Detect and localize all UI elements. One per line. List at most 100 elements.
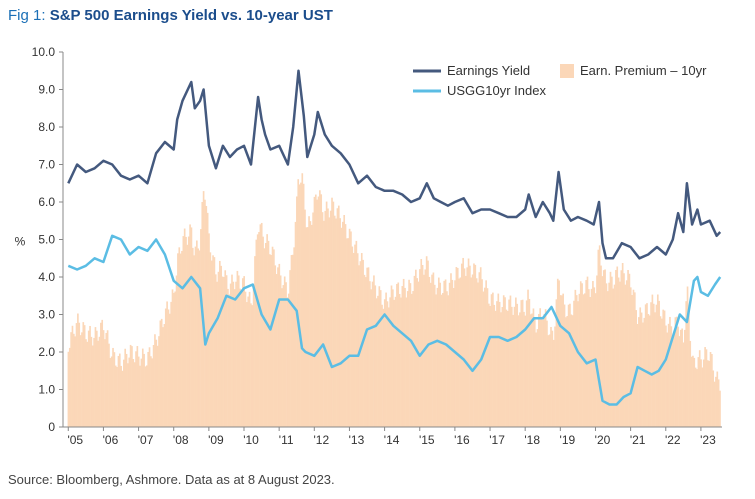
- x-tick-label: '05: [67, 433, 83, 447]
- premium-bar: [488, 303, 490, 427]
- premium-bar: [233, 289, 236, 427]
- premium-bar: [206, 212, 209, 427]
- premium-bar: [465, 275, 467, 427]
- premium-bar: [109, 358, 112, 427]
- legend-swatch-premium: [560, 64, 574, 78]
- premium-bar: [116, 366, 118, 427]
- premium-bar: [371, 281, 374, 427]
- premium-bar: [478, 272, 481, 427]
- premium-bar: [632, 289, 635, 427]
- premium-bar: [459, 277, 462, 427]
- premium-bar: [337, 205, 340, 427]
- premium-bar: [186, 244, 189, 427]
- premium-bar: [685, 301, 688, 427]
- premium-bar: [140, 358, 143, 427]
- premium-bar: [191, 247, 194, 427]
- premium-bar: [506, 310, 509, 427]
- premium-bar: [625, 280, 628, 427]
- premium-bar: [647, 314, 650, 427]
- premium-bar: [638, 317, 640, 427]
- premium-bar: [370, 289, 373, 427]
- premium-bar: [490, 294, 493, 427]
- premium-bar: [75, 323, 78, 427]
- premium-bar: [128, 357, 131, 427]
- premium-bar: [124, 348, 127, 427]
- premium-bar: [71, 325, 74, 427]
- premium-bar: [606, 291, 609, 427]
- y-tick-label: 0: [48, 420, 55, 434]
- premium-bar: [344, 224, 347, 427]
- premium-bar: [566, 315, 569, 427]
- premium-bar: [619, 281, 621, 427]
- premium-bar: [329, 210, 332, 427]
- premium-bar: [559, 295, 562, 427]
- premium-bar: [143, 353, 145, 427]
- premium-bar: [455, 267, 458, 427]
- premium-bar: [492, 292, 494, 427]
- premium-bar: [436, 287, 439, 427]
- premium-bar: [378, 286, 381, 427]
- premium-bar: [604, 269, 606, 427]
- premium-bar: [673, 331, 675, 427]
- premium-bar: [398, 293, 401, 427]
- x-tick-label: '09: [208, 433, 224, 447]
- x-tick-label: '06: [103, 433, 119, 447]
- premium-bar: [148, 347, 151, 427]
- x-tick-label: '18: [524, 433, 540, 447]
- premium-bar: [609, 271, 612, 427]
- premium-bar: [623, 273, 625, 427]
- premium-bar: [129, 344, 132, 427]
- premium-bar: [117, 355, 120, 427]
- premium-bar: [269, 254, 271, 427]
- premium-bar: [621, 263, 624, 427]
- premium-bar: [387, 307, 390, 427]
- premium-bar: [408, 279, 410, 427]
- premium-bar: [512, 314, 514, 427]
- premium-bar: [698, 350, 701, 427]
- premium-bar: [267, 240, 270, 427]
- premium-bar: [531, 313, 533, 427]
- x-tick-label: '20: [595, 433, 611, 447]
- premium-bar: [179, 253, 182, 427]
- premium-bar: [150, 356, 152, 427]
- premium-bar: [305, 227, 308, 427]
- premium-bar: [413, 275, 416, 427]
- premium-bar: [544, 309, 547, 427]
- premium-bar: [678, 336, 681, 427]
- premium-bar: [235, 281, 237, 427]
- x-tick-label: '11: [279, 433, 294, 447]
- premium-bar: [214, 274, 217, 427]
- premium-bar: [367, 267, 370, 427]
- y-tick-label: 1.0: [38, 383, 55, 397]
- premium-bar: [151, 358, 154, 427]
- premium-bar: [432, 272, 435, 427]
- premium-bar: [248, 291, 251, 427]
- premium-bar: [174, 291, 177, 427]
- premium-bar: [293, 247, 295, 427]
- premium-bar: [167, 309, 170, 427]
- premium-bar: [602, 270, 605, 427]
- premium-bar: [451, 279, 454, 427]
- premium-bar: [209, 252, 212, 427]
- premium-bar: [250, 303, 252, 427]
- premium-bar: [239, 288, 241, 427]
- premium-bar: [200, 229, 202, 427]
- premium-bar: [347, 238, 350, 427]
- premium-bar: [561, 295, 563, 427]
- premium-bar: [327, 208, 329, 427]
- premium-bar: [650, 302, 652, 427]
- premium-bar: [443, 280, 446, 427]
- premium-bar: [67, 351, 70, 427]
- premium-bar: [246, 302, 248, 427]
- premium-bar: [348, 228, 351, 427]
- premium-bar: [444, 279, 447, 427]
- premium-bar: [719, 390, 721, 427]
- premium-bar: [175, 275, 178, 427]
- premium-bar: [152, 345, 155, 427]
- premium-bar: [166, 301, 168, 427]
- premium-bar: [187, 236, 190, 427]
- premium-bar: [210, 260, 213, 427]
- premium-bar: [700, 359, 702, 427]
- premium-bar: [433, 284, 436, 427]
- y-tick-label: 3.0: [38, 308, 55, 322]
